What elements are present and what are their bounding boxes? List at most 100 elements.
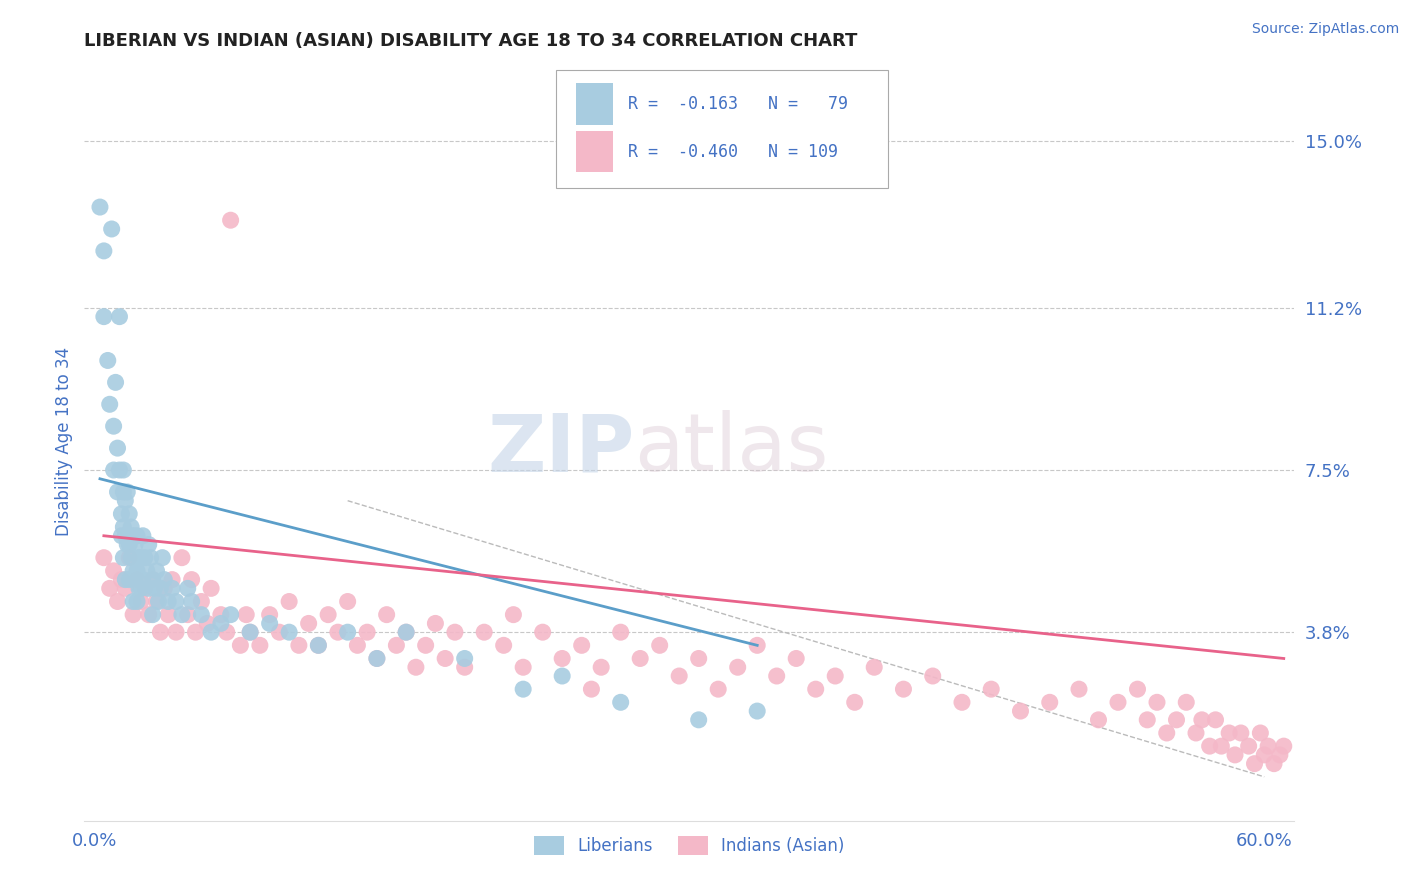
- Point: [122, 594, 145, 608]
- Point: [1211, 739, 1233, 753]
- Point: [124, 573, 146, 587]
- Point: [444, 625, 467, 640]
- Point: [551, 669, 574, 683]
- Point: [1237, 739, 1260, 753]
- Point: [209, 616, 232, 631]
- Point: [1198, 739, 1220, 753]
- Point: [125, 529, 148, 543]
- Y-axis label: Disability Age 18 to 34: Disability Age 18 to 34: [55, 347, 73, 536]
- Point: [278, 625, 301, 640]
- Point: [209, 607, 232, 622]
- Point: [177, 607, 200, 622]
- Point: [93, 310, 115, 324]
- Point: [336, 594, 359, 608]
- Point: [259, 616, 281, 631]
- Point: [97, 353, 120, 368]
- FancyBboxPatch shape: [576, 83, 613, 125]
- Point: [215, 625, 238, 640]
- Point: [1087, 713, 1109, 727]
- Point: [688, 713, 710, 727]
- Point: [1067, 682, 1090, 697]
- Point: [124, 537, 146, 551]
- Point: [165, 625, 187, 640]
- Point: [1253, 747, 1275, 762]
- Point: [112, 485, 135, 500]
- Point: [177, 582, 200, 596]
- Point: [112, 463, 135, 477]
- Point: [110, 573, 132, 587]
- FancyBboxPatch shape: [555, 70, 889, 187]
- Point: [1126, 682, 1149, 697]
- Point: [346, 638, 368, 652]
- Point: [125, 564, 148, 578]
- Point: [688, 651, 710, 665]
- Point: [405, 660, 427, 674]
- Point: [239, 625, 262, 640]
- Text: atlas: atlas: [634, 410, 830, 488]
- Point: [142, 573, 165, 587]
- Point: [132, 529, 155, 543]
- Point: [512, 660, 534, 674]
- Point: [326, 625, 349, 640]
- Point: [366, 651, 388, 665]
- Point: [134, 582, 156, 596]
- Point: [190, 594, 212, 608]
- Point: [591, 660, 613, 674]
- Point: [551, 651, 574, 665]
- Point: [150, 550, 173, 565]
- Point: [356, 625, 378, 640]
- Point: [219, 607, 242, 622]
- Point: [129, 594, 152, 608]
- Text: R =  -0.163   N =   79: R = -0.163 N = 79: [628, 95, 848, 113]
- Point: [160, 573, 183, 587]
- Point: [114, 582, 136, 596]
- Point: [609, 695, 631, 709]
- Point: [107, 594, 129, 608]
- Point: [453, 651, 475, 665]
- Point: [138, 607, 160, 622]
- Point: [153, 582, 176, 596]
- Point: [366, 651, 388, 665]
- Point: [184, 625, 207, 640]
- Point: [89, 200, 111, 214]
- Point: [609, 625, 631, 640]
- Point: [1156, 726, 1178, 740]
- Point: [107, 485, 129, 500]
- Point: [170, 550, 193, 565]
- Point: [157, 594, 180, 608]
- Point: [434, 651, 457, 665]
- Point: [190, 607, 212, 622]
- Point: [195, 616, 218, 631]
- Point: [149, 625, 172, 640]
- Point: [1107, 695, 1129, 709]
- Point: [118, 507, 141, 521]
- Point: [628, 651, 651, 665]
- Point: [425, 616, 447, 631]
- Text: Source: ZipAtlas.com: Source: ZipAtlas.com: [1251, 22, 1399, 37]
- Point: [143, 582, 166, 596]
- Point: [229, 638, 252, 652]
- Point: [785, 651, 807, 665]
- Point: [259, 607, 281, 622]
- Point: [502, 607, 524, 622]
- Point: [1263, 756, 1285, 771]
- Point: [1243, 756, 1265, 771]
- Point: [235, 607, 257, 622]
- Point: [1146, 695, 1168, 709]
- Point: [180, 594, 202, 608]
- Point: [375, 607, 398, 622]
- Point: [200, 582, 222, 596]
- FancyBboxPatch shape: [576, 130, 613, 172]
- Point: [112, 550, 135, 565]
- Point: [142, 607, 165, 622]
- Point: [128, 582, 150, 596]
- Point: [571, 638, 593, 652]
- Point: [298, 616, 321, 631]
- Point: [148, 594, 170, 608]
- Point: [1230, 726, 1253, 740]
- Point: [472, 625, 495, 640]
- Point: [103, 564, 125, 578]
- Point: [103, 419, 125, 434]
- Point: [114, 529, 136, 543]
- Point: [145, 564, 167, 578]
